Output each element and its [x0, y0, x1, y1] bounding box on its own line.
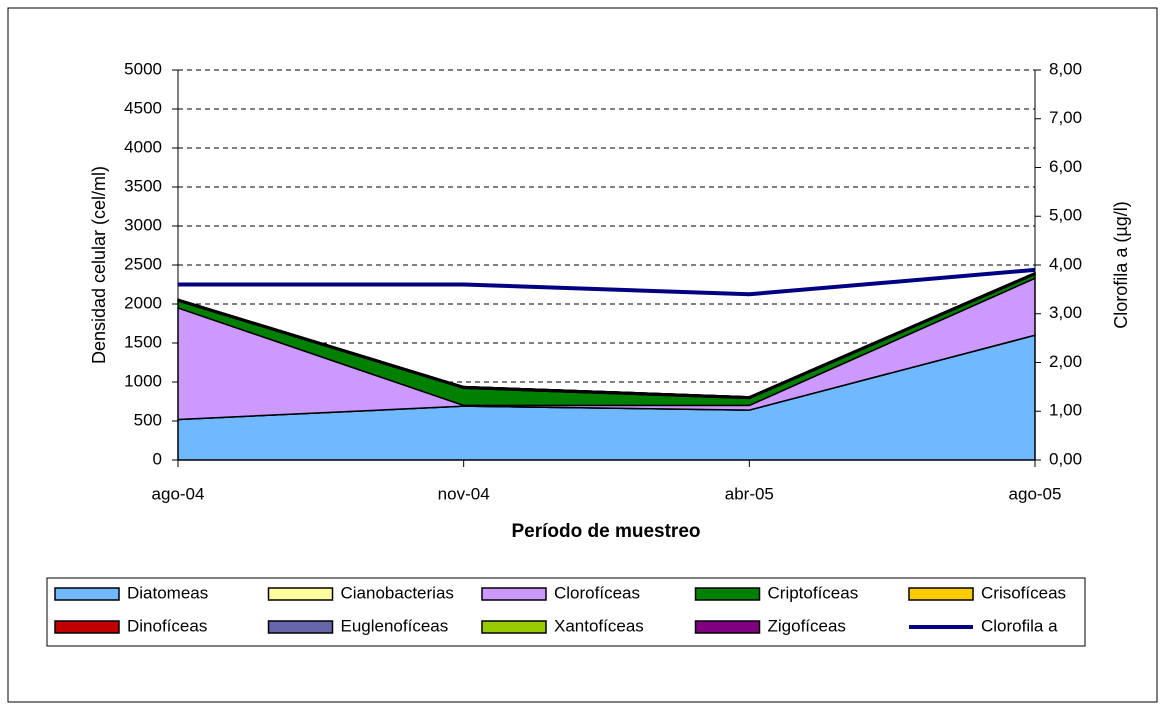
y-tick-label: 1500: [124, 332, 162, 351]
y2-tick-label: 7,00: [1049, 108, 1082, 127]
legend-swatch: [694, 620, 761, 634]
y2-tick-label: 3,00: [1049, 303, 1082, 322]
y2-tick-label: 6,00: [1049, 157, 1082, 176]
line: [178, 267, 1036, 297]
y2-tick-label: 1,00: [1049, 401, 1082, 420]
legend-swatch: [54, 587, 120, 601]
y2-tick-label: 5,00: [1049, 206, 1082, 225]
legend-swatch: [908, 587, 974, 601]
legend-label: Cianobacterias: [341, 583, 454, 602]
y-tick-label: 2000: [124, 293, 162, 312]
x-tick-label: ago-05: [1009, 484, 1062, 503]
legend-swatch: [54, 620, 120, 634]
legend-swatch: [694, 587, 761, 601]
y-tick-label: 2500: [124, 254, 162, 273]
legend-label: Xantofíceas: [554, 616, 644, 635]
x-tick-label: abr-05: [725, 484, 774, 503]
legend-label: Criptofíceas: [768, 583, 859, 602]
y2-tick-label: 4,00: [1049, 254, 1082, 273]
x-tick-label: nov-04: [438, 484, 490, 503]
y2-tick-label: 0,00: [1049, 449, 1082, 468]
y-tick-label: 500: [134, 410, 162, 429]
legend-label: Diatomeas: [127, 583, 208, 602]
legend-label: Euglenofíceas: [341, 616, 449, 635]
legend-label: Crisofíceas: [981, 583, 1066, 602]
legend-swatch: [267, 587, 334, 601]
y-tick-label: 5000: [124, 59, 162, 78]
y-tick-label: 1000: [124, 371, 162, 390]
y-tick-label: 4500: [124, 98, 162, 117]
y-tick-label: 3000: [124, 215, 162, 234]
y2-tick-label: 8,00: [1049, 59, 1082, 78]
x-tick-label: ago-04: [152, 484, 205, 503]
y-tick-label: 0: [153, 449, 162, 468]
y2-axis-title: Clorofila a (µg/l): [1111, 201, 1131, 328]
x-axis-title: Período de muestreo: [512, 521, 701, 542]
legend-swatch: [481, 587, 547, 601]
legend-swatch: [481, 620, 547, 634]
y-tick-label: 4000: [124, 137, 162, 156]
legend-label: Dinofíceas: [127, 616, 207, 635]
legend-label: Zigofíceas: [768, 616, 846, 635]
legend-label: Clorofila a: [981, 616, 1058, 635]
y2-tick-label: 2,00: [1049, 352, 1082, 371]
legend-swatch: [267, 620, 334, 634]
legend-label: Clorofíceas: [554, 583, 640, 602]
y-axis-title: Densidad celular (cel/ml): [89, 166, 109, 364]
y-tick-label: 3500: [124, 176, 162, 195]
